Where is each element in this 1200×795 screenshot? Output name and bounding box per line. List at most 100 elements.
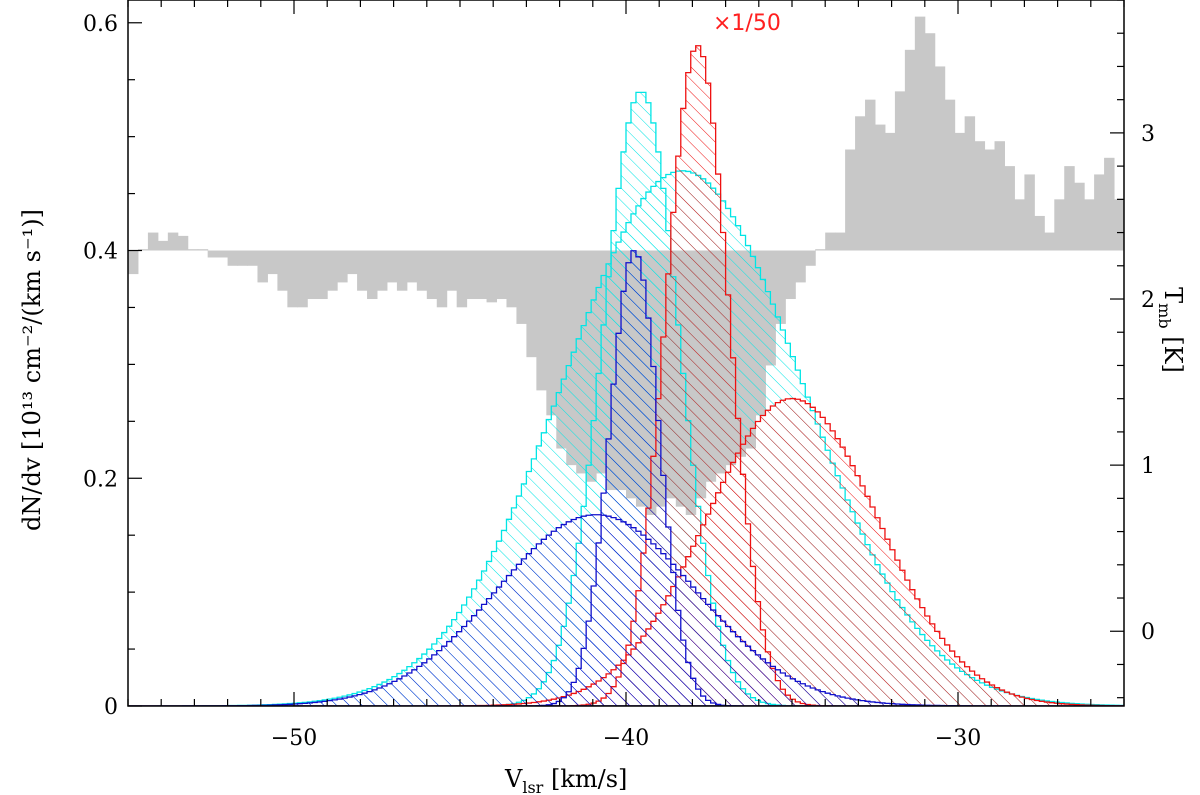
gray-bar — [1044, 232, 1055, 251]
gray-bar — [1154, 216, 1164, 251]
y-axis-right-title-main: T — [1159, 287, 1187, 303]
y-right-tick-label: 0 — [1141, 620, 1155, 645]
axis-ticks — [127, 0, 1125, 707]
gray-bar — [466, 250, 478, 300]
gray-bar — [1034, 215, 1045, 251]
series-blue-5 — [128, 250, 1124, 706]
gray-bar — [526, 250, 537, 358]
gray-bar — [795, 250, 806, 283]
gray-bar — [317, 250, 328, 300]
gray-bar — [377, 250, 388, 291]
gray-bar — [894, 91, 906, 251]
gray-bar — [1004, 166, 1015, 251]
gray-bar — [1024, 174, 1035, 251]
gray-bar — [904, 49, 916, 251]
gray-bar — [1144, 208, 1154, 251]
gray-bar — [1094, 174, 1105, 251]
gray-bar — [1114, 199, 1124, 251]
y-left-tick-label: 0.2 — [83, 467, 118, 492]
gray-bar — [217, 250, 229, 258]
tick-labels: −50 −40 −30 0 0.2 0.4 0.6 0 1 2 3 — [83, 12, 1155, 751]
gray-bar — [775, 250, 786, 324]
x-axis-title-sub: lsr — [522, 778, 543, 795]
gray-bar — [177, 235, 189, 251]
gray-bar — [367, 250, 378, 300]
y-axis-right-title-sub: mb — [1155, 303, 1174, 328]
gray-bar — [785, 250, 796, 300]
gray-bar — [247, 250, 258, 266]
gray-bar — [924, 33, 936, 251]
y-left-tick-label: 0.4 — [83, 240, 118, 265]
gray-bar — [167, 232, 179, 251]
gray-bar — [825, 232, 836, 251]
gray-bar — [845, 149, 856, 251]
gray-bar — [1134, 233, 1144, 251]
series-red-3 — [128, 45, 1124, 706]
gray-bar — [197, 249, 209, 251]
gray-bar — [506, 250, 517, 308]
histogram-series — [128, 45, 1124, 706]
gray-bar — [546, 250, 557, 416]
gray-bar — [1174, 191, 1184, 250]
gray-bar — [277, 250, 288, 291]
gray-bar — [865, 99, 876, 251]
x-tick-label: −40 — [603, 726, 649, 751]
annotation-scale: ×1/50 — [713, 11, 781, 36]
gray-bar — [207, 250, 219, 258]
gray-bar — [1084, 199, 1095, 251]
gray-bar — [347, 250, 358, 275]
x-tick-label: −50 — [271, 726, 317, 751]
gray-bar — [357, 250, 368, 291]
gray-bar — [964, 116, 976, 251]
x-axis-title-main: V — [504, 765, 523, 793]
y-right-tick-label: 2 — [1141, 288, 1155, 313]
gray-bar — [815, 249, 826, 251]
gray-bar — [1064, 166, 1075, 251]
gray-bar — [835, 232, 846, 251]
gray-bar — [446, 250, 458, 291]
x-axis-title-rest: [km/s] — [543, 765, 627, 793]
gray-bar — [406, 250, 418, 283]
gray-bar — [556, 250, 567, 449]
gray-bar — [267, 250, 278, 275]
gray-bar — [337, 250, 348, 283]
gray-bar — [984, 149, 996, 251]
gray-bar — [486, 250, 498, 303]
gray-bar — [954, 132, 966, 251]
x-axis-title: Vlsr [km/s] — [504, 765, 627, 795]
gray-bar — [974, 141, 986, 251]
gray-bar — [436, 250, 448, 308]
gray-bar — [187, 249, 199, 251]
gray-bar — [128, 250, 139, 275]
gray-bar — [297, 250, 308, 308]
gray-bar — [944, 99, 956, 251]
gray-bar — [496, 250, 507, 300]
gray-bar — [416, 250, 428, 291]
y-left-tick-label: 0 — [104, 695, 118, 720]
gray-bar — [1124, 224, 1134, 250]
gray-bar — [147, 232, 159, 251]
y-axis-right-title: Tmb [K] — [1155, 287, 1187, 373]
gray-bar — [327, 250, 338, 291]
gray-bar — [456, 250, 468, 308]
y-right-tick-label: 1 — [1141, 454, 1155, 479]
gray-bar — [287, 250, 298, 308]
y-axis-right-title-rest: [K] — [1159, 329, 1187, 373]
gray-bar — [934, 66, 946, 251]
gray-bar — [396, 250, 408, 291]
gray-bar — [157, 240, 169, 251]
gray-bar — [884, 132, 896, 251]
gray-bar — [307, 250, 318, 300]
gray-bar — [805, 250, 816, 266]
x-tick-label: −30 — [935, 726, 981, 751]
gray-bar — [476, 250, 488, 300]
gray-bar — [1054, 199, 1065, 251]
gray-bar — [257, 250, 268, 283]
gray-bar — [516, 250, 527, 324]
gray-bar — [875, 124, 886, 251]
gray-bar — [1014, 199, 1025, 251]
gray-bar — [1184, 216, 1194, 251]
y-right-tick-label: 3 — [1141, 122, 1155, 147]
y-left-tick-label: 0.6 — [83, 12, 118, 37]
